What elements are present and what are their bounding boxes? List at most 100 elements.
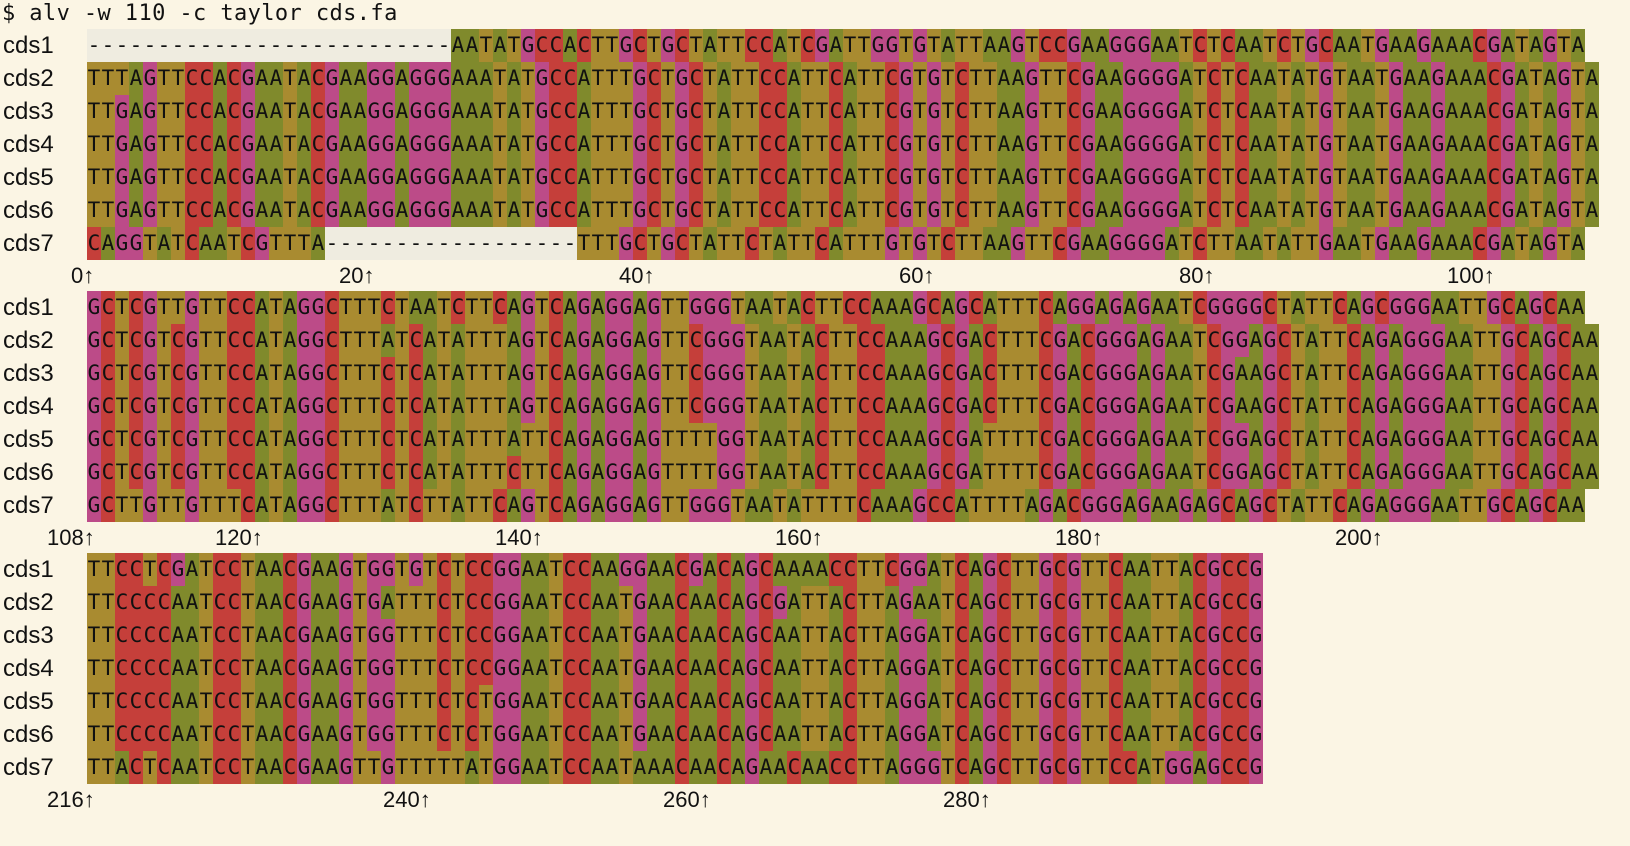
base-cell: G (1543, 456, 1557, 489)
base-cell: T (521, 161, 535, 194)
base-cell: A (773, 390, 787, 423)
base-cell: C (325, 489, 339, 522)
base-cell: A (1585, 62, 1599, 95)
base-cell: C (1347, 423, 1361, 456)
base-cell: C (829, 194, 843, 227)
base-cell: G (367, 194, 381, 227)
base-cell: T (1095, 718, 1109, 751)
base-cell: T (101, 62, 115, 95)
base-cell: T (1305, 489, 1319, 522)
base-cell: G (1151, 324, 1165, 357)
base-cell: C (815, 423, 829, 456)
base-cell: A (1235, 489, 1249, 522)
base-cell: C (941, 227, 955, 260)
base-cell: C (689, 390, 703, 423)
sequence-row: cds1- - - - - - - - - - - - - - - - - - - - - - - - - - A A T A T G C C A C… (0, 29, 1630, 62)
base-cell: A (1529, 423, 1543, 456)
base-cell: G (297, 718, 311, 751)
base-cell: A (1305, 357, 1319, 390)
base-cell: A (1291, 128, 1305, 161)
base-cell: A (1585, 128, 1599, 161)
base-cell: A (871, 489, 885, 522)
base-cell: T (227, 489, 241, 522)
base-cell: G (899, 128, 913, 161)
base-cell: T (1011, 619, 1025, 652)
base-cell: T (619, 194, 633, 227)
base-cell: G (241, 62, 255, 95)
gap-cell: - (395, 227, 409, 260)
base-cell: T (1375, 62, 1389, 95)
base-cell: G (1025, 194, 1039, 227)
base-cell: T (437, 390, 451, 423)
base-cell: T (1039, 227, 1053, 260)
base-cell: A (647, 619, 661, 652)
base-cell: A (339, 62, 353, 95)
base-cell: G (325, 95, 339, 128)
base-cell: C (199, 62, 213, 95)
base-cell: C (1053, 619, 1067, 652)
base-cell: C (871, 456, 885, 489)
base-cell: A (885, 718, 899, 751)
base-cell: C (773, 62, 787, 95)
base-cell: A (605, 685, 619, 718)
gap-cell: - (171, 29, 185, 62)
base-cell: G (87, 423, 101, 456)
base-cell: G (1137, 29, 1151, 62)
base-cell: A (717, 128, 731, 161)
base-cell: C (1487, 128, 1501, 161)
base-cell: G (1151, 161, 1165, 194)
base-cell: T (591, 194, 605, 227)
base-cell: T (1193, 390, 1207, 423)
base-cell: T (479, 291, 493, 324)
base-cell: G (745, 751, 759, 784)
position-tick: 260↑ (663, 787, 711, 812)
base-cell: A (1585, 456, 1599, 489)
base-cell: C (871, 423, 885, 456)
gap-cell: - (283, 29, 297, 62)
sequence-row: cds3 G C T C G T C G T T C C A T A G G C T T T C T C A T A T T T A G T C A G… (0, 357, 1630, 390)
base-cell: G (1431, 456, 1445, 489)
base-cell: G (339, 685, 353, 718)
base-cell: C (409, 357, 423, 390)
base-cell: T (1291, 390, 1305, 423)
gap-cell: - (367, 227, 381, 260)
base-cell: G (745, 718, 759, 751)
base-cell: A (703, 586, 717, 619)
base-cell: C (1235, 194, 1249, 227)
base-cell: G (1417, 456, 1431, 489)
base-cell: T (703, 194, 717, 227)
base-cell: T (395, 390, 409, 423)
base-cell: G (983, 685, 997, 718)
base-cell: T (661, 324, 675, 357)
base-cell: G (899, 751, 913, 784)
base-cell: A (171, 586, 185, 619)
base-cell: A (1249, 128, 1263, 161)
base-cell: C (129, 619, 143, 652)
base-cell: T (829, 456, 843, 489)
base-cell: T (871, 194, 885, 227)
base-cell: A (1011, 95, 1025, 128)
base-cell: A (171, 718, 185, 751)
base-cell: C (185, 128, 199, 161)
base-cell: C (143, 586, 157, 619)
base-cell: G (1123, 390, 1137, 423)
base-cell: C (1277, 324, 1291, 357)
sequence-row: cds7 C A G G T A T C A A T C G T T T A - - - - - - - - - - - - - - - - - - T… (0, 227, 1630, 260)
base-cell: C (227, 751, 241, 784)
gap-cell: - (185, 29, 199, 62)
base-cell: A (689, 619, 703, 652)
base-cell: C (213, 553, 227, 586)
base-cell: C (185, 227, 199, 260)
base-cell: C (717, 619, 731, 652)
base-cell: C (87, 227, 101, 260)
base-cell: T (409, 586, 423, 619)
base-cell: G (1151, 194, 1165, 227)
base-cell: T (521, 62, 535, 95)
base-cell: C (493, 291, 507, 324)
base-cell: C (955, 95, 969, 128)
base-cell: A (1361, 95, 1375, 128)
base-cell: A (1123, 291, 1137, 324)
base-cell: A (451, 456, 465, 489)
gap-cell: - (157, 29, 171, 62)
base-cell: T (619, 619, 633, 652)
